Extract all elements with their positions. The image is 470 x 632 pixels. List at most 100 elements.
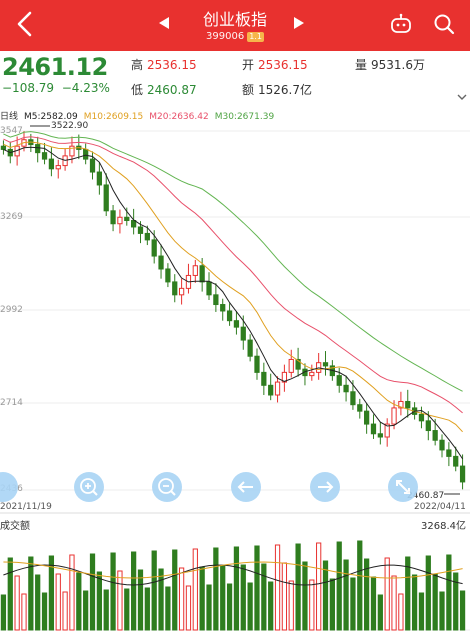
- candle-body: [459, 465, 466, 483]
- amount-label: 额: [242, 83, 255, 97]
- volume-bar: [7, 557, 13, 631]
- volume-bar: [281, 562, 288, 631]
- candle-body: [220, 304, 226, 312]
- ma-legend: 日线 M5:2582.09 M10:2609.15 M20:2636.42 M30:26…: [0, 109, 280, 122]
- volume-bar: [144, 587, 150, 631]
- volume-bar: [172, 549, 178, 631]
- expand-chevron-icon[interactable]: [457, 94, 467, 101]
- expand-arrows-icon: [396, 480, 410, 494]
- zoom-in-icon: [80, 478, 98, 496]
- volume-bar: [398, 593, 404, 631]
- candle-body: [254, 355, 260, 373]
- candle-body: [446, 449, 452, 457]
- volume-bar: [158, 568, 164, 631]
- candle-body: [48, 158, 55, 170]
- candle-body: [206, 281, 212, 296]
- candle-body: [343, 384, 349, 393]
- price-change: −108.79 −4.23%: [2, 81, 110, 95]
- legend-period[interactable]: 日线: [0, 112, 19, 122]
- volume-bar: [309, 579, 315, 631]
- index-badge: 1.1: [247, 32, 264, 42]
- candle-body: [281, 371, 288, 383]
- volume-bar: [62, 591, 68, 631]
- volume-bar: [418, 592, 425, 631]
- scroll-left-edge-button[interactable]: [0, 472, 18, 502]
- volume-bar: [370, 576, 377, 631]
- pan-left-button[interactable]: [231, 472, 261, 502]
- ma10-line: [3, 141, 463, 433]
- back-arrow-icon[interactable]: [14, 10, 36, 38]
- amount-cell: 额 1526.7亿: [242, 81, 312, 98]
- candle-body: [69, 145, 75, 157]
- change-percent: −4.23%: [61, 81, 110, 95]
- volume-bar: [96, 571, 102, 631]
- legend-ma5: M5:2582.09: [24, 112, 78, 122]
- index-code-text: 399006: [206, 31, 245, 42]
- volume-bar: [192, 548, 198, 631]
- high-cell: 高 2536.15: [131, 56, 197, 73]
- volume-bar: [233, 546, 240, 631]
- candle-body: [268, 384, 274, 396]
- low-value: 2460.87: [147, 83, 197, 97]
- volume-bar: [425, 555, 431, 631]
- candle-body: [41, 152, 48, 160]
- index-code: 399006 1.1: [0, 31, 470, 42]
- top-bar: 创业板指 399006 1.1: [0, 0, 470, 51]
- candle-body: [391, 407, 397, 425]
- volume-bar: [89, 553, 96, 631]
- candle-body: [357, 404, 363, 412]
- zoom-out-icon: [158, 478, 176, 496]
- volume-bar: [288, 580, 294, 631]
- search-icon[interactable]: [432, 12, 456, 36]
- volume-bar: [21, 593, 27, 631]
- volume-bar: [226, 583, 233, 631]
- volume-bar: [220, 565, 226, 631]
- volume-bar: [446, 554, 452, 631]
- zoom-out-button[interactable]: [152, 472, 182, 502]
- y-tick-2: 3269: [0, 212, 23, 222]
- y-tick-4: 2714: [0, 398, 23, 408]
- robot-assistant-icon[interactable]: [389, 12, 413, 36]
- high-value: 2536.15: [147, 58, 197, 72]
- volume-ma-line: [3, 564, 463, 586]
- volume-bar: [178, 567, 185, 631]
- volume-bar: [55, 573, 61, 631]
- pan-right-button[interactable]: [310, 472, 340, 502]
- next-index-icon[interactable]: [293, 16, 305, 30]
- volume-max: 3268.4亿: [421, 521, 466, 532]
- candle-body: [178, 287, 185, 296]
- volume-bar: [316, 542, 322, 631]
- candle-body: [158, 255, 164, 270]
- candle-body: [336, 375, 342, 386]
- ma5-line: [3, 146, 464, 460]
- volume-bar: [35, 574, 41, 631]
- arrow-right-icon: [318, 481, 334, 493]
- candle-body: [309, 371, 315, 377]
- previous-index-icon[interactable]: [158, 16, 170, 30]
- arrow-left-icon: [237, 481, 253, 493]
- volume-bar: [247, 582, 253, 631]
- volume-bar: [302, 561, 308, 631]
- candle-body: [322, 362, 329, 367]
- volume-bar: [268, 581, 274, 631]
- candle-body: [274, 381, 281, 396]
- fullscreen-button[interactable]: [388, 472, 418, 502]
- volume-bar: [295, 543, 301, 631]
- volume-ma10-line: [3, 561, 463, 579]
- volume-bar: [391, 575, 397, 631]
- change-value: −108.79: [2, 81, 55, 95]
- volume-bar: [117, 570, 123, 631]
- volume-label: 量: [355, 58, 368, 72]
- candle-body: [0, 145, 7, 150]
- candle-body: [377, 433, 383, 438]
- volume-bar: [432, 573, 438, 631]
- y-tick-1: 3547: [0, 126, 23, 136]
- amount-value: 1526.7亿: [258, 83, 313, 97]
- candle-body: [439, 439, 445, 451]
- volume-bar: [151, 550, 157, 631]
- candle-body: [55, 165, 61, 170]
- low-cell: 低 2460.87: [131, 81, 197, 98]
- candle-body: [96, 171, 102, 186]
- zoom-in-button[interactable]: [74, 472, 104, 502]
